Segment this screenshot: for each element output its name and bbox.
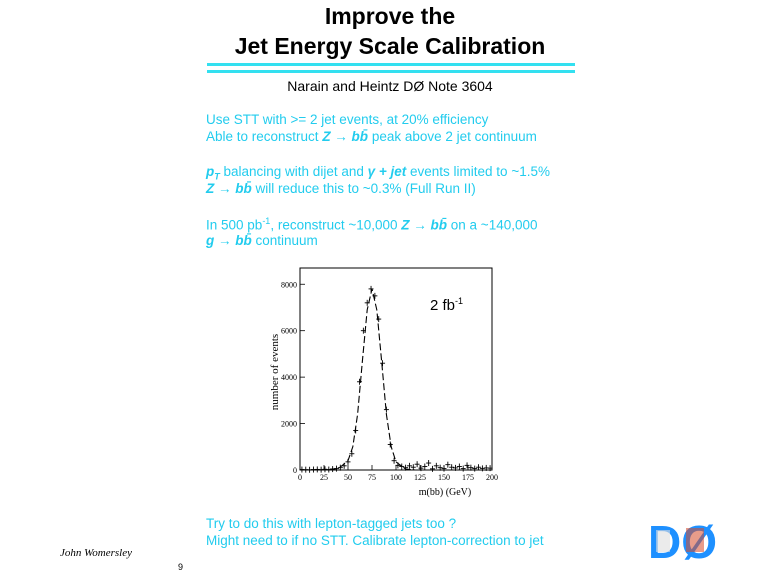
page-title-line1: Improve the: [324, 3, 456, 29]
data-point: [326, 466, 332, 473]
data-point: [414, 461, 420, 468]
data-point: [360, 327, 366, 334]
y-tick-label: 4000: [281, 373, 297, 382]
y-tick-label: 2000: [281, 420, 297, 429]
page-number: 9: [178, 562, 184, 572]
data-point: [456, 463, 462, 470]
x-tick-label: 50: [344, 473, 352, 482]
data-point: [449, 464, 455, 471]
data-point: [387, 441, 393, 448]
data-point: [406, 462, 412, 469]
data-point: [353, 427, 359, 434]
data-point: [372, 292, 378, 299]
x-tick-label: 125: [414, 473, 426, 482]
data-point: [345, 458, 351, 465]
data-point: [441, 465, 447, 472]
data-point: [357, 378, 363, 385]
data-point: [349, 450, 355, 457]
y-tick-label: 0: [293, 466, 297, 475]
y-tick-label: 6000: [281, 327, 297, 336]
title-underline-top: [207, 63, 575, 66]
data-point: [487, 465, 493, 472]
data-point: [399, 463, 405, 470]
data-point: [433, 462, 439, 469]
y-axis-label: number of events: [269, 334, 281, 410]
x-tick-label: 0: [298, 473, 302, 482]
fit-curve: [300, 288, 492, 471]
data-point: [476, 464, 482, 471]
data-point: [376, 316, 382, 323]
data-point: [330, 466, 336, 473]
data-point: [464, 462, 470, 469]
bullet-stt: Use STT with >= 2 jet events, at 20% eff…: [206, 112, 489, 127]
x-tick-label: 100: [390, 473, 402, 482]
data-point: [422, 463, 428, 470]
data-point: [418, 465, 424, 472]
bullet-reconstruct: Able to reconstruct Z → bb̄ peak above 2…: [206, 129, 537, 144]
data-point: [437, 464, 443, 471]
data-point: [395, 462, 401, 469]
data-point: [460, 465, 466, 472]
x-tick-label: 25: [320, 473, 328, 482]
data-point: [410, 464, 416, 471]
data-point: [426, 460, 432, 467]
data-point: [403, 464, 409, 471]
x-tick-label: 200: [486, 473, 498, 482]
bullet-pt-balancing: pT balancing with dijet and γ + jet even…: [206, 164, 550, 182]
x-tick-label: 150: [438, 473, 450, 482]
bullet-lepton-correction: Might need to if no STT. Calibrate lepto…: [206, 533, 544, 548]
data-point: [472, 465, 478, 472]
x-tick-label: 75: [368, 473, 376, 482]
data-point: [479, 465, 485, 472]
bullet-luminosity: In 500 pb-1, reconstruct ~10,000 Z → bb̄…: [206, 216, 538, 233]
data-point: [453, 464, 459, 471]
data-point: [337, 464, 343, 471]
data-point: [364, 299, 370, 306]
title-underline-bottom: [207, 70, 575, 73]
data-point: [341, 462, 347, 469]
data-point: [429, 465, 435, 472]
data-point: [383, 406, 389, 413]
data-point: [445, 461, 451, 468]
bullet-lepton-tagged: Try to do this with lepton-tagged jets t…: [206, 516, 457, 531]
data-point: [468, 464, 474, 471]
luminosity-annotation: 2 fb-1: [430, 296, 463, 314]
page-title-line2: Jet Energy Scale Calibration: [234, 33, 546, 59]
x-tick-label: 175: [462, 473, 474, 482]
plot-frame: [299, 267, 493, 471]
bullet-reduce: Z → bb̄ will reduce this to ~0.3% (Full …: [206, 181, 476, 196]
d0-logo: DØ: [646, 516, 717, 566]
mass-histogram-chart: 0 25 50 75 100 125 150 175 20002000400060008000 …: [269, 267, 498, 498]
x-axis-label: m(bb) (GeV): [419, 487, 471, 498]
authors-reference: Narain and Heintz DØ Note 3604: [287, 78, 493, 94]
data-point: [368, 285, 374, 292]
data-point: [333, 465, 339, 472]
bullet-continuum: g → bb̄ continuum: [206, 233, 318, 248]
data-point: [391, 457, 397, 464]
data-point: [380, 360, 386, 367]
footer-author: John Womersley: [60, 547, 132, 559]
y-tick-label: 8000: [281, 280, 297, 289]
